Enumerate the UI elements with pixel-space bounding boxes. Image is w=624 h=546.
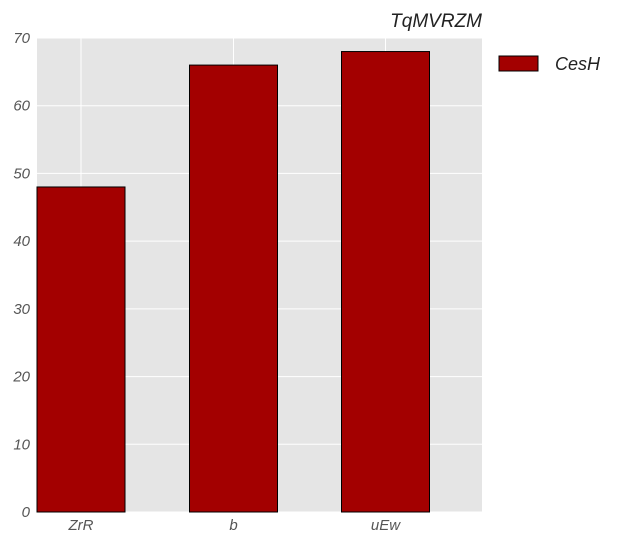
bars: [36, 51, 430, 513]
y-tick-label: 40: [13, 233, 30, 250]
y-tick-label: 50: [13, 165, 30, 182]
x-axis-ticks: ZrR b uEw: [68, 517, 402, 534]
bar-b: [189, 64, 278, 513]
x-tick-label: ZrR: [68, 517, 94, 534]
y-axis-ticks: 0 10 20 30 40 50 60 70: [12, 30, 30, 521]
y-tick-label: 20: [12, 369, 30, 386]
x-tick-label: uEw: [371, 517, 401, 534]
legend-swatch: [498, 55, 539, 72]
legend: CesH: [498, 54, 601, 74]
bar-ZrR: [36, 186, 126, 513]
legend-label: CesH: [555, 54, 601, 74]
y-tick-label: 10: [13, 436, 30, 453]
x-tick-label: b: [229, 517, 237, 534]
y-tick-label: 60: [13, 98, 30, 115]
y-tick-label: 30: [13, 301, 30, 318]
chart-title: TqMVRZM: [390, 11, 482, 32]
y-tick-label: 70: [13, 30, 30, 47]
y-tick-label: 0: [22, 504, 31, 521]
bar-uEw: [341, 51, 430, 513]
